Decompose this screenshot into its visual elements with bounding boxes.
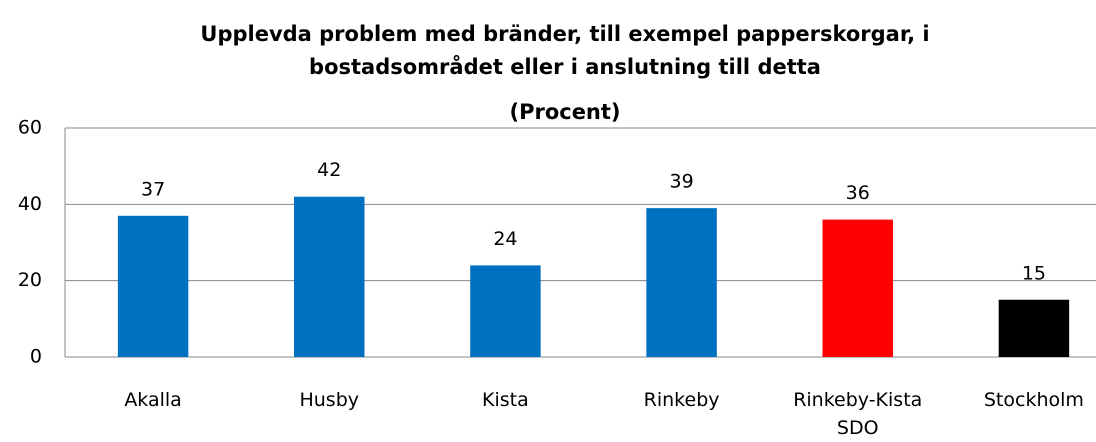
value-label: 15 (1022, 262, 1046, 284)
x-tick-label: Rinkeby-Kista SDO (793, 389, 923, 439)
value-label: 24 (493, 228, 517, 250)
x-tick-label: Kista (482, 389, 529, 411)
bar (470, 265, 541, 357)
x-tick-label: Rinkeby (643, 389, 720, 411)
bar (117, 215, 189, 357)
value-label: 42 (317, 159, 341, 181)
y-tick-label: 20 (18, 269, 42, 291)
y-tick-label: 0 (30, 346, 42, 368)
bar (294, 196, 365, 357)
bar (646, 208, 717, 357)
bar (998, 299, 1070, 357)
value-label: 39 (669, 171, 693, 193)
x-tick-label: Akalla (124, 389, 182, 411)
bar (822, 219, 893, 357)
value-label: 37 (141, 178, 165, 200)
value-label: 36 (846, 182, 870, 204)
chart-title: Upplevda problem med bränder, till exemp… (200, 22, 930, 79)
x-tick-label: Stockholm (983, 389, 1084, 411)
y-tick-label: 40 (18, 193, 42, 215)
x-tick-label: Husby (299, 389, 360, 411)
y-tick-label: 60 (18, 117, 42, 139)
chart-subtitle: (Procent) (509, 100, 621, 124)
